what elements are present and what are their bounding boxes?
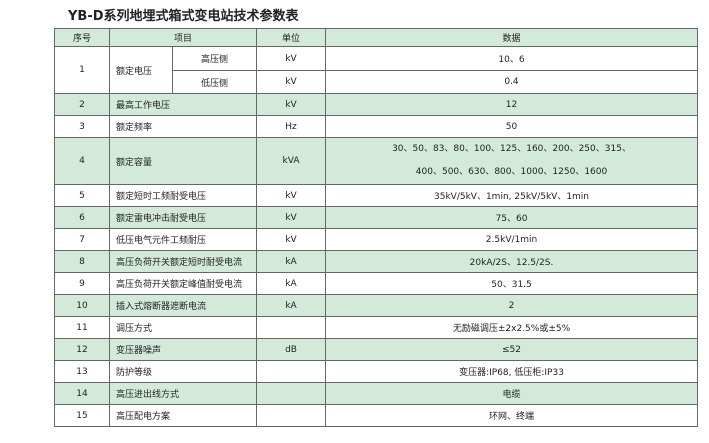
table-row: 6 额定雷电冲击耐受电压 kV 75、60 bbox=[54, 206, 699, 229]
unit-cell: dB bbox=[256, 338, 327, 361]
item-cell: 额定频率 bbox=[108, 115, 258, 138]
unit-cell: kA bbox=[256, 272, 327, 295]
sub-item-cell: 低压侧 bbox=[171, 70, 258, 94]
item-cell: 额定雷电冲击耐受电压 bbox=[108, 206, 258, 229]
data-cell: 无励磁调压±2x2.5%或±5% bbox=[325, 316, 699, 339]
item-cell: 高压配电方案 bbox=[108, 404, 258, 427]
data-cell: ≤52 bbox=[325, 338, 699, 361]
data-cell: 2.5kV/1min bbox=[325, 228, 699, 251]
unit-cell: kV bbox=[256, 46, 327, 71]
header-cell: 数据 bbox=[325, 28, 699, 47]
data-cell: 12 bbox=[325, 93, 699, 116]
unit-cell bbox=[256, 316, 327, 339]
item-cell: 高压进出线方式 bbox=[108, 382, 258, 405]
unit-cell: kV bbox=[256, 184, 327, 207]
data-cell: 0.4 bbox=[325, 70, 699, 94]
unit-cell: Hz bbox=[256, 115, 327, 138]
data-cell: 75、60 bbox=[325, 206, 699, 229]
row-number: 10 bbox=[54, 294, 110, 317]
row-number: 1 bbox=[54, 46, 110, 94]
table-row: 8 高压负荷开关额定短时耐受电流 kA 20kA/2S、12.5/2S. bbox=[54, 250, 699, 273]
header-cell: 项目 bbox=[108, 28, 258, 47]
unit-cell: kV bbox=[256, 228, 327, 251]
row-number: 12 bbox=[54, 338, 110, 361]
table-row: 15 高压配电方案 环网、终端 bbox=[54, 404, 699, 427]
data-cell: 50、31.5 bbox=[325, 272, 699, 295]
unit-cell: kV bbox=[256, 70, 327, 94]
item-cell: 最高工作电压 bbox=[108, 93, 258, 116]
data-cell: 10、6 bbox=[325, 46, 699, 71]
item-cell: 额定短时工频耐受电压 bbox=[108, 184, 258, 207]
row-number: 4 bbox=[54, 137, 110, 185]
row-number: 2 bbox=[54, 93, 110, 116]
data-line: 400、500、630、800、1000、1250、1600 bbox=[415, 167, 608, 177]
sub-item-cell: 高压侧 bbox=[171, 46, 258, 71]
data-cell: 2 bbox=[325, 294, 699, 317]
unit-cell bbox=[256, 404, 327, 427]
table-row: 2 最高工作电压 kV 12 bbox=[54, 93, 699, 116]
item-cell: 变压器噪声 bbox=[108, 338, 258, 361]
spec-table: 序号 项目 单位 数据 1 额定电压 高压侧 kV 10、6 低压侧 kV 0.4 2 最高工作电… bbox=[54, 28, 699, 427]
row-number: 15 bbox=[54, 404, 110, 427]
header-cell: 单位 bbox=[256, 28, 327, 47]
table-row: 5 额定短时工频耐受电压 kV 35kV/5kV、1min, 25kV/5kV、1mi… bbox=[54, 184, 699, 207]
table-row: 10 插入式熔断器遮断电流 kA 2 bbox=[54, 294, 699, 317]
data-cell: 变压器:IP68, 低压柜:IP33 bbox=[325, 360, 699, 383]
data-cell: 35kV/5kV、1min, 25kV/5kV、1min bbox=[325, 184, 699, 207]
item-cell: 防护等级 bbox=[108, 360, 258, 383]
table-row: 11 调压方式 无励磁调压±2x2.5%或±5% bbox=[54, 316, 699, 339]
unit-cell: kA bbox=[256, 250, 327, 273]
table-row: 1 额定电压 高压侧 kV 10、6 bbox=[54, 46, 699, 94]
data-cell: 30、50、83、80、100、125、160、200、250、315、 400、… bbox=[325, 137, 699, 185]
item-cell: 高压负荷开关额定峰值耐受电流 bbox=[108, 272, 258, 295]
unit-cell: kA bbox=[256, 294, 327, 317]
row-number: 9 bbox=[54, 272, 110, 295]
item-cell: 调压方式 bbox=[108, 316, 258, 339]
row-number: 11 bbox=[54, 316, 110, 339]
row-number: 6 bbox=[54, 206, 110, 229]
unit-cell: kV bbox=[256, 93, 327, 116]
data-cell: 20kA/2S、12.5/2S. bbox=[325, 250, 699, 273]
table-row: 4 额定容量 kVA 30、50、83、80、100、125、160、200、250、… bbox=[54, 137, 699, 185]
row-number: 5 bbox=[54, 184, 110, 207]
data-cell: 电缆 bbox=[325, 382, 699, 405]
data-cell: 50 bbox=[325, 115, 699, 138]
table-body: 1 额定电压 高压侧 kV 10、6 低压侧 kV 0.4 2 最高工作电压 kV 12 3 额定频率 Hz… bbox=[54, 46, 699, 427]
data-cell: 环网、终端 bbox=[325, 404, 699, 427]
header-row: 序号 项目 单位 数据 bbox=[54, 28, 699, 47]
table-row: 13 防护等级 变压器:IP68, 低压柜:IP33 bbox=[54, 360, 699, 383]
item-cell: 额定容量 bbox=[108, 137, 258, 185]
unit-cell: kV bbox=[256, 206, 327, 229]
title: YB-D系列地埋式箱式变电站技术参数表 bbox=[68, 9, 299, 24]
item-cell: 插入式熔断器遮断电流 bbox=[108, 294, 258, 317]
unit-cell: kVA bbox=[256, 137, 327, 185]
table-row: 3 额定频率 Hz 50 bbox=[54, 115, 699, 138]
item-cell: 低压电气元件工频耐压 bbox=[108, 228, 258, 251]
row-number: 14 bbox=[54, 382, 110, 405]
row-number: 3 bbox=[54, 115, 110, 138]
table-row: 9 高压负荷开关额定峰值耐受电流 kA 50、31.5 bbox=[54, 272, 699, 295]
header-cell: 序号 bbox=[54, 28, 110, 47]
unit-cell bbox=[256, 360, 327, 383]
data-line: 30、50、83、80、100、125、160、200、250、315、 bbox=[392, 144, 631, 154]
unit-cell bbox=[256, 382, 327, 405]
row-number: 7 bbox=[54, 228, 110, 251]
item-cell: 高压负荷开关额定短时耐受电流 bbox=[108, 250, 258, 273]
table-row: 7 低压电气元件工频耐压 kV 2.5kV/1min bbox=[54, 228, 699, 251]
table-row: 14 高压进出线方式 电缆 bbox=[54, 382, 699, 405]
table-row: 12 变压器噪声 dB ≤52 bbox=[54, 338, 699, 361]
item-cell: 额定电压 bbox=[109, 46, 173, 94]
row-number: 8 bbox=[54, 250, 110, 273]
row-number: 13 bbox=[54, 360, 110, 383]
